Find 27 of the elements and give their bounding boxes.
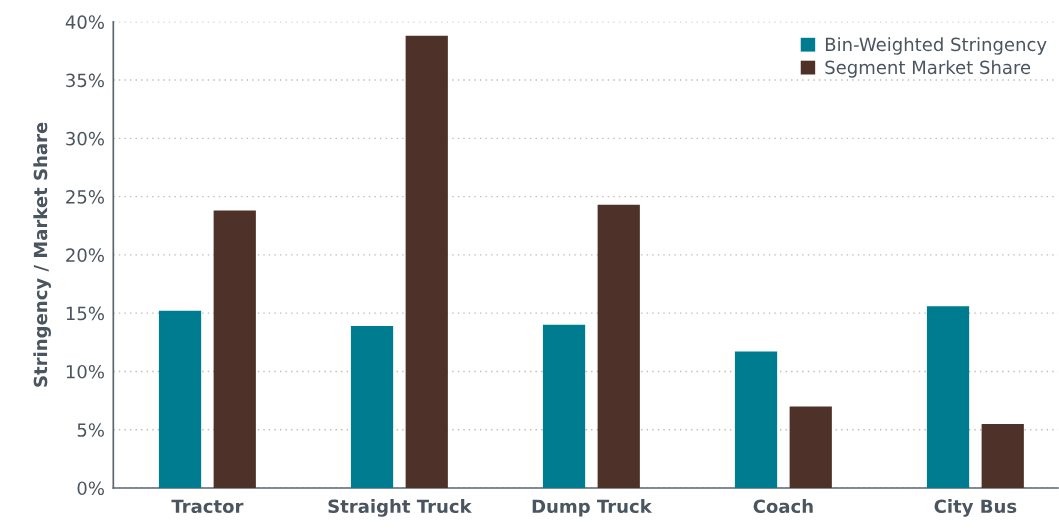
- y-tick-label: 35%: [66, 73, 104, 88]
- y-tick-label: 30%: [66, 131, 104, 146]
- bar: [789, 406, 832, 488]
- x-tick-label: Dump Truck: [532, 499, 653, 517]
- y-tick-label: 20%: [66, 248, 104, 262]
- y-tick-label: 10%: [66, 364, 104, 379]
- y-tick-label: 15%: [66, 306, 104, 321]
- y-tick-label: 5%: [77, 423, 104, 437]
- bar: [405, 35, 448, 488]
- legend-label: Bin-Weighted Stringency: [825, 37, 1047, 55]
- x-tick-label: Coach: [753, 499, 813, 514]
- bar: [350, 325, 394, 488]
- bar: [734, 351, 778, 488]
- legend-label: Segment Market Share: [825, 60, 1031, 78]
- y-tick-label: 0%: [77, 481, 104, 496]
- y-tick-label: 40%: [65, 15, 104, 29]
- x-tick-label: Straight Truck: [328, 499, 472, 517]
- bar: [213, 210, 256, 488]
- bar: [542, 324, 586, 488]
- bar: [597, 204, 640, 488]
- y-tick-label: 25%: [66, 190, 104, 204]
- bar: [158, 310, 202, 488]
- x-tick-label: City Bus: [934, 499, 1017, 517]
- bar: [981, 423, 1024, 488]
- x-tick-label: Tractor: [171, 499, 244, 514]
- y-axis-title: Stringency / Market Share: [33, 122, 51, 387]
- bar: [926, 306, 970, 488]
